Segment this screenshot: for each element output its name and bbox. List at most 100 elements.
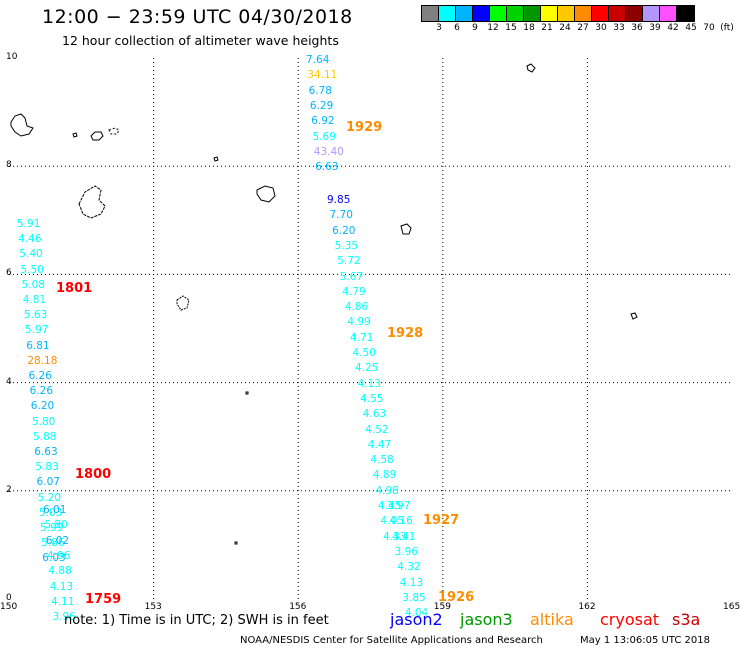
- wave-height-value: 3.96: [394, 545, 419, 558]
- color-scale-label: 45: [685, 23, 697, 33]
- wave-height-value: 5.20: [37, 491, 62, 504]
- color-scale-label: 15: [505, 23, 517, 33]
- wave-height-value: 5.83: [35, 461, 59, 474]
- wave-height-value: 4.46: [18, 233, 42, 246]
- latitude-label: 4: [6, 376, 12, 387]
- wave-height-value: 5.35: [334, 239, 359, 252]
- wave-height-value: 5.86: [41, 537, 65, 550]
- color-swatch: [541, 6, 558, 21]
- pass-time-label: 1800: [75, 467, 112, 482]
- wave-height-value: 4.04: [404, 607, 429, 620]
- color-swatch: [422, 6, 439, 21]
- wave-height-value: 5.50: [20, 263, 44, 276]
- color-scale-label: 3: [436, 23, 442, 33]
- legend-entry-cryosat: cryosat: [600, 610, 660, 629]
- wave-height-value: 4.81: [22, 294, 47, 306]
- wave-height-value: 3.97: [387, 500, 411, 512]
- color-scale-label: 70: [703, 23, 715, 33]
- wave-height-value: 5.63: [23, 309, 48, 322]
- wave-height-value: 6.26: [29, 385, 54, 398]
- wave-height-value: 6.63: [34, 446, 58, 458]
- wave-height-value: 4.63: [362, 408, 387, 421]
- latitude-label: 10: [6, 52, 18, 62]
- island-outline: [90, 131, 104, 141]
- wave-height-value: 6.26: [28, 370, 52, 382]
- color-scale-label: 9: [472, 23, 478, 33]
- island-outline: [234, 541, 238, 545]
- color-swatch: [490, 6, 507, 21]
- wave-height-value: 4.33: [383, 530, 407, 543]
- wave-height-value: 6.02: [45, 534, 70, 547]
- units-note: note: 1) Time is in UTC; 2) SWH is in fe…: [64, 613, 329, 628]
- legend-entry-jason3: jason3: [460, 610, 513, 629]
- wave-height-value: 5.80: [44, 519, 68, 532]
- island-outline: [72, 132, 78, 138]
- island-outline: [78, 185, 106, 219]
- wave-height-value: 4.16: [389, 515, 413, 528]
- color-scale-label: 36: [631, 23, 643, 33]
- island-outlines: [10, 63, 638, 545]
- wave-height-value: 5.03: [38, 506, 63, 519]
- color-scale-label: 33: [613, 23, 625, 33]
- pass-time-label: 1929: [346, 120, 383, 135]
- wave-height-value: 6.29: [309, 99, 334, 112]
- island-outline: [10, 113, 34, 137]
- pass-time-label: 1759: [85, 592, 122, 607]
- wave-height-value: 4.86: [344, 301, 369, 314]
- lat-lon-grid: [9, 58, 732, 599]
- wave-height-value: 6.81: [26, 339, 50, 352]
- wave-height-value: 4.99: [347, 316, 371, 329]
- wave-height-value: 5.67: [339, 270, 364, 283]
- wave-height-value: 4.41: [392, 530, 416, 543]
- map-area: [9, 58, 732, 599]
- wave-height-value: 6.78: [308, 84, 332, 97]
- latitude-label: 2: [6, 484, 12, 495]
- color-scale-label: 12: [487, 23, 499, 33]
- island-outline: [256, 185, 276, 203]
- latitude-label: 0: [6, 593, 12, 603]
- wave-height-value: 5.91: [17, 218, 41, 230]
- wave-height-value: 5.97: [25, 324, 49, 337]
- pass-time-label: 1927: [423, 513, 460, 528]
- generated-timestamp: May 1 13:06:05 UTC 2018: [580, 635, 710, 646]
- wave-height-value: 3.96: [52, 611, 76, 624]
- wave-height-value: 7.70: [329, 209, 353, 222]
- color-swatch: [643, 6, 660, 21]
- wave-height-value: 5.80: [31, 415, 56, 428]
- wave-height-value: 4.89: [372, 469, 397, 482]
- legend-entry-jason2: jason2: [390, 610, 443, 629]
- color-swatch: [660, 6, 677, 21]
- color-scale-label: 24: [559, 23, 571, 33]
- color-scale-label: 30: [595, 23, 607, 33]
- longitude-label: 162: [578, 602, 596, 612]
- wave-height-value: 4.79: [342, 285, 366, 298]
- wave-height-value: 43.40: [313, 145, 344, 158]
- wave-height-value: 4.25: [355, 362, 379, 375]
- wave-height-value: 3.85: [402, 591, 426, 604]
- color-swatch: [609, 6, 626, 21]
- wave-height-value: 4.71: [349, 331, 374, 344]
- wave-height-value: 7.64: [306, 54, 330, 66]
- color-swatch: [592, 6, 609, 21]
- wave-height-value: 6.01: [43, 504, 67, 516]
- color-scale-label: 27: [577, 23, 589, 33]
- latitude-label: 6: [6, 268, 12, 279]
- wave-height-value: 9.85: [327, 194, 351, 206]
- legend-entry-s3a: s3a: [672, 610, 701, 629]
- legend-entry-altika: altika: [530, 610, 574, 629]
- wave-height-value: 6.07: [36, 476, 60, 489]
- island-outline: [213, 156, 219, 162]
- wave-height-value: 4.13: [357, 377, 381, 390]
- color-swatch: [558, 6, 575, 21]
- wave-height-value: 5.08: [21, 278, 45, 291]
- island-outline: [245, 391, 249, 395]
- wave-height-value: 6.92: [311, 115, 335, 128]
- wave-height-value: 4.13: [399, 576, 424, 589]
- pass-time-label: 1801: [56, 281, 93, 296]
- wave-height-value: 6.20: [332, 224, 356, 237]
- map-subtitle: 12 hour collection of altimeter wave hei…: [62, 33, 339, 48]
- color-swatch: [507, 6, 524, 21]
- latitude-label: 8: [6, 160, 12, 171]
- pass-time-label: 1928: [387, 326, 424, 341]
- wave-height-value: 4.13: [49, 580, 74, 593]
